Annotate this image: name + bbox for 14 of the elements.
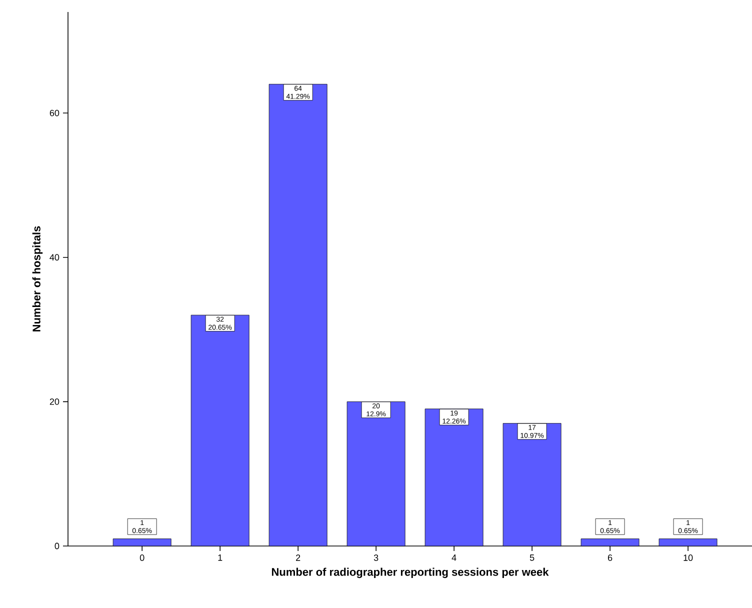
- y-tick-label: 0: [54, 542, 60, 550]
- x-tick-label: 2: [296, 554, 300, 561]
- x-tick-label: 5: [530, 554, 534, 561]
- x-tick-label: 10: [684, 554, 693, 561]
- y-tick-label: 60: [50, 110, 60, 116]
- y-tick-label: 40: [50, 254, 60, 261]
- x-tick-label: 4: [452, 554, 456, 561]
- x-tick-label: 0: [140, 554, 144, 561]
- x-axis-title: Number of radiographer reporting sessions per week: [272, 568, 549, 578]
- y-tick-label: 20: [50, 398, 60, 405]
- x-tick-label: 3: [374, 554, 378, 561]
- x-tick-label: 6: [608, 554, 612, 561]
- y-axis-title: Number of hospitals: [32, 226, 43, 332]
- x-tick-label: 1: [218, 554, 222, 561]
